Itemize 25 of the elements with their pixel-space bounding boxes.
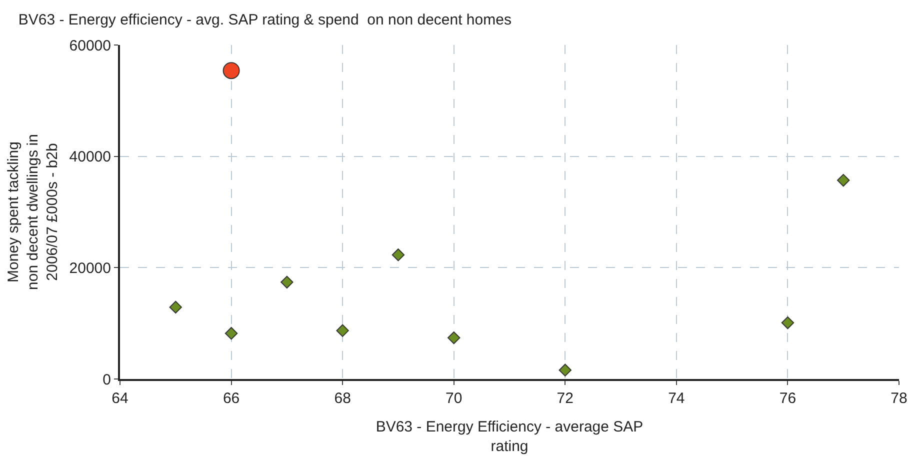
point <box>224 327 238 340</box>
point <box>336 324 349 337</box>
x-tick-label: 70 <box>446 390 462 407</box>
point <box>448 331 460 344</box>
x-tick-label: 74 <box>668 390 685 407</box>
x-tick-label: 64 <box>112 390 128 407</box>
x-tick-label: 72 <box>556 390 574 407</box>
y-tick-label: 20000 <box>69 260 111 277</box>
x-tick-label: 76 <box>779 390 796 407</box>
y-tick-label: 0 <box>102 371 111 388</box>
y-tick-label: 60000 <box>69 37 111 54</box>
y-tick-label: 40000 <box>69 148 111 166</box>
x-axis-title: BV63 - Energy Efficiency - average SAP rating <box>376 418 644 455</box>
point <box>392 248 405 262</box>
x-tick-label: 78 <box>890 390 908 407</box>
chart-title: BV63 - Energy efficiency - avg. SAP rating & spend on non decent homes <box>18 11 512 28</box>
x-tick-label: 66 <box>222 390 240 407</box>
x-tick-label: 68 <box>334 390 351 407</box>
point <box>781 316 794 330</box>
point <box>558 364 572 376</box>
point <box>222 62 240 80</box>
point <box>169 300 182 314</box>
point <box>837 174 850 187</box>
point <box>280 276 294 288</box>
y-axis-title: Money spent tackling non decent dwellings in 2006/07 £000s - b2b <box>5 134 62 290</box>
